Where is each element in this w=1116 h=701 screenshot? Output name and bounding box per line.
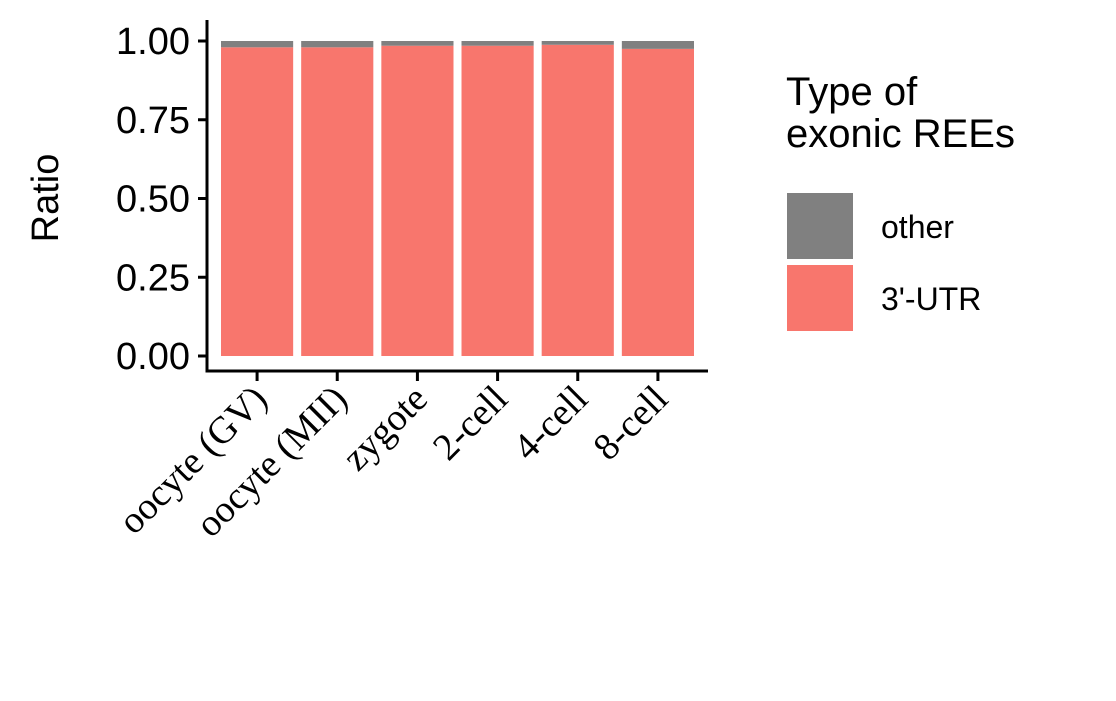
y-tick-label: 1.00 (116, 21, 190, 63)
y-axis-title: Ratio (25, 154, 67, 243)
x-tick-label: 2-cell (425, 378, 516, 469)
bar-other-4 (541, 41, 614, 45)
bar-3utr-3 (461, 45, 534, 356)
legend-label: 3'-UTR (881, 281, 981, 317)
x-tick-label: 4-cell (505, 378, 596, 469)
legend-title-line: Type of (786, 70, 918, 114)
y-axis-ticks: 0.00 0.25 0.50 0.75 1.00 (116, 21, 207, 378)
legend-key-3utr (787, 265, 853, 331)
bar-other-5 (621, 41, 694, 49)
bar-3utr-4 (541, 44, 614, 356)
legend-title-line: exonic REEs (786, 112, 1015, 156)
bar-other-3 (461, 41, 534, 46)
y-tick-label: 0.00 (116, 336, 190, 378)
y-tick-label: 0.50 (116, 179, 190, 221)
bars-group (221, 41, 694, 357)
bar-other-1 (301, 41, 374, 48)
x-tick-label: 8-cell (585, 378, 676, 469)
bar-3utr-1 (301, 47, 374, 357)
y-tick-label: 0.75 (116, 100, 190, 142)
bar-other-0 (221, 41, 294, 48)
bar-3utr-0 (221, 47, 294, 357)
x-axis-ticks: oocyte (GV)oocyte (MII)zygote2-cell4-cel… (111, 371, 676, 545)
legend-key-other (787, 193, 853, 259)
legend-label: other (881, 209, 954, 245)
bar-3utr-5 (621, 48, 694, 356)
bar-3utr-2 (381, 45, 454, 356)
x-tick-label: zygote (334, 378, 435, 479)
y-tick-label: 0.25 (116, 257, 190, 299)
bar-other-2 (381, 41, 454, 46)
